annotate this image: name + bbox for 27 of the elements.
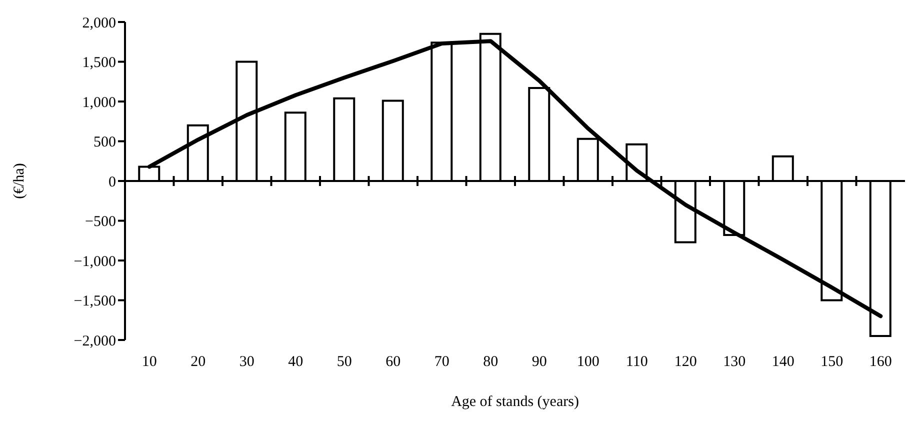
y-tick-label: 1,000 — [82, 94, 116, 111]
y-tick-label: 0 — [108, 174, 116, 190]
x-tick-label: 120 — [674, 354, 697, 370]
y-tick-label: −500 — [85, 214, 116, 230]
x-tick-label: 60 — [386, 354, 401, 370]
x-tick-label: 80 — [483, 354, 498, 370]
y-tick-label: −2,000 — [74, 333, 116, 350]
x-tick-label: 150 — [820, 354, 844, 370]
x-tick-label: 100 — [576, 354, 600, 370]
x-tick-label: 130 — [723, 354, 746, 370]
x-tick-label: 90 — [532, 354, 547, 370]
y-tick-label: −1,000 — [74, 254, 116, 270]
x-tick-label: 70 — [434, 354, 450, 370]
y-tick-label: −1,500 — [74, 294, 116, 310]
x-tick-label: 40 — [288, 354, 304, 370]
y-axis-title: (€/ha) — [11, 163, 28, 199]
y-tick-label: 500 — [94, 134, 116, 151]
x-tick-label: 160 — [869, 354, 892, 370]
x-tick-label: 110 — [626, 354, 648, 370]
x-tick-label: 140 — [772, 354, 794, 370]
x-tick-label: 20 — [190, 354, 206, 370]
x-tick-label: 10 — [142, 354, 157, 370]
y-tick-label: 1,500 — [82, 55, 116, 72]
x-tick-label: 30 — [239, 354, 254, 370]
x-tick-label: 50 — [336, 354, 352, 370]
x-axis-title: Age of stands (years) — [451, 394, 579, 410]
y-tick-label: 2,000 — [82, 15, 116, 32]
